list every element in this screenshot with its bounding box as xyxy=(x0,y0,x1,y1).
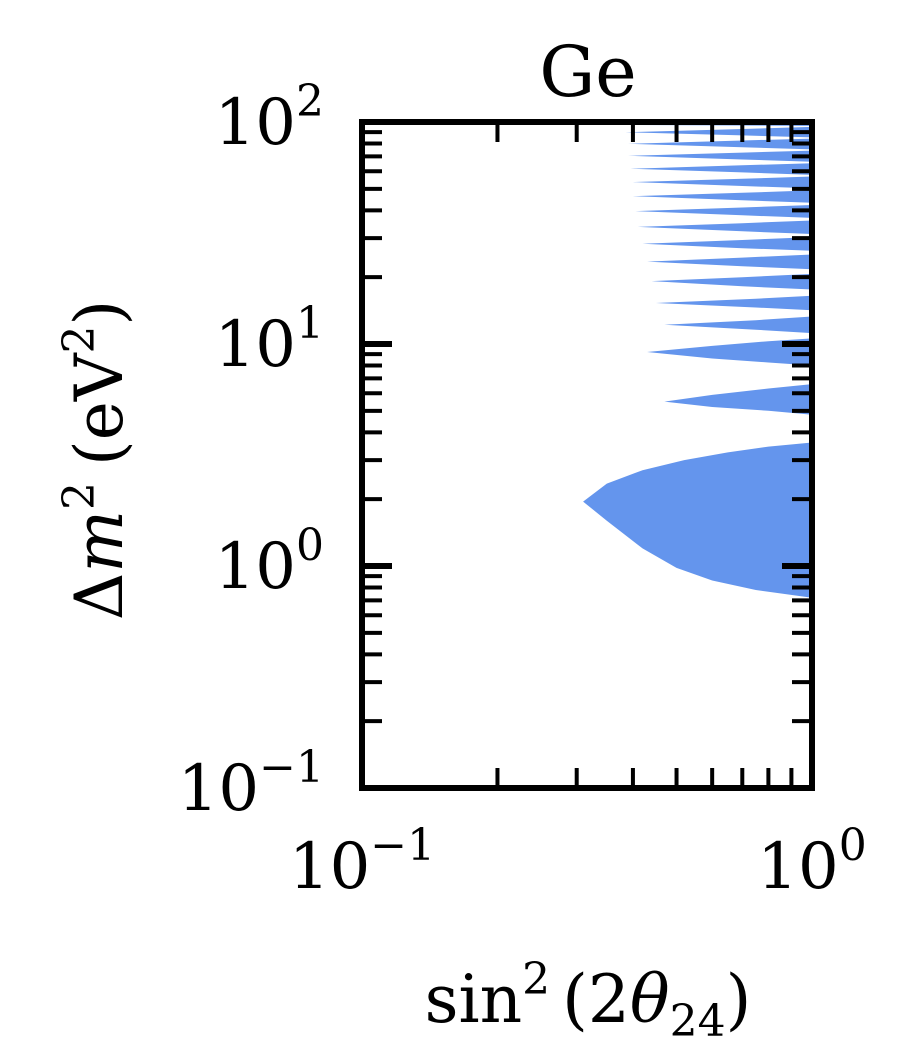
x-label-sup: 2 xyxy=(522,954,550,1005)
x-tick-label: 100 xyxy=(757,820,866,904)
tick-label-exponent: 2 xyxy=(296,76,324,127)
allowed-region xyxy=(583,122,812,598)
chart-title: Ge xyxy=(539,31,636,113)
tick-label-base: 10 xyxy=(215,530,296,604)
tick-label-exponent: −1 xyxy=(259,742,324,793)
y-tick-label: 102 xyxy=(215,76,324,160)
tick-label-exponent: 0 xyxy=(296,520,324,571)
y-label-unit-open: (eV xyxy=(61,352,138,466)
y-label-delta: Δ xyxy=(61,573,138,621)
tick-label-exponent: 0 xyxy=(839,820,867,871)
y-label-unit-close: ) xyxy=(61,300,138,326)
y-label-unit-sup: 2 xyxy=(54,326,105,354)
y-tick-label: 10−1 xyxy=(178,742,324,826)
y-tick-label: 100 xyxy=(215,520,324,604)
x-tick-labels: 10−1 100 xyxy=(289,820,867,904)
x-label-arg-close: ) xyxy=(726,961,752,1038)
plot-frame xyxy=(359,119,815,791)
x-label-theta: θ xyxy=(630,961,670,1038)
tick-label-base: 10 xyxy=(289,830,370,904)
x-label-base: sin xyxy=(425,961,523,1038)
region-area xyxy=(583,122,812,598)
tick-label-exponent: −1 xyxy=(370,820,435,871)
y-label-m: m xyxy=(61,510,138,573)
tick-label-exponent: 1 xyxy=(296,298,324,349)
y-tick-label: 101 xyxy=(215,298,324,382)
x-label-arg-open: (2 xyxy=(562,961,630,1038)
y-axis-label: Δm2(eV2) xyxy=(54,300,138,621)
tick-label-base: 10 xyxy=(215,308,296,382)
tick-label-base: 10 xyxy=(215,86,296,160)
tick-label-base: 10 xyxy=(178,752,259,826)
tick-label-base: 10 xyxy=(757,830,838,904)
x-tick-label: 10−1 xyxy=(289,820,435,904)
x-label-sub: 24 xyxy=(670,996,726,1047)
x-axis-label: sin2 (2θ24) xyxy=(425,954,752,1047)
y-label-sup: 2 xyxy=(54,482,105,510)
